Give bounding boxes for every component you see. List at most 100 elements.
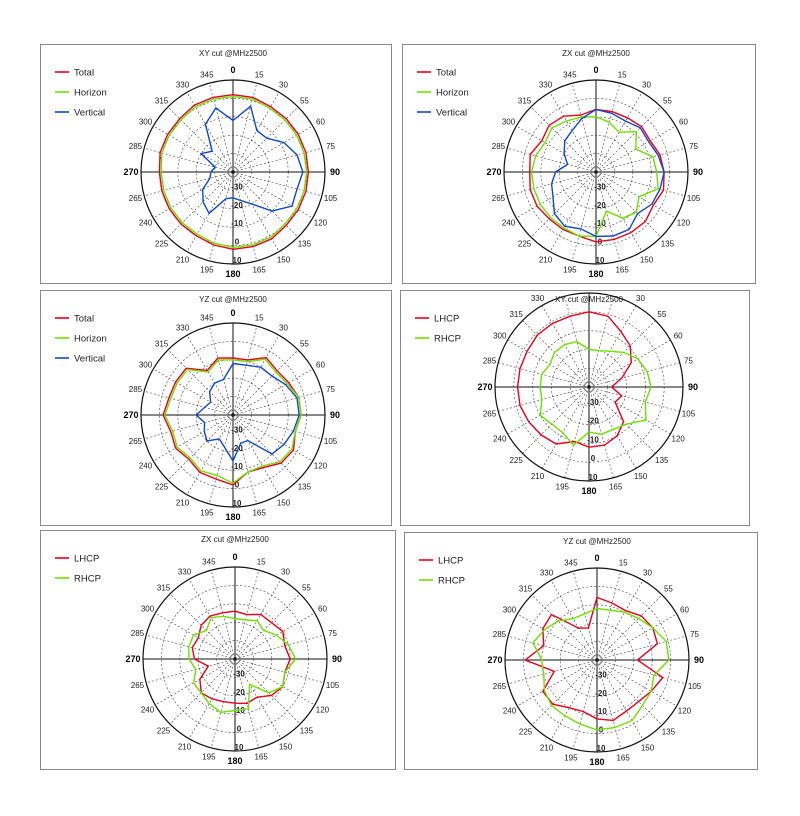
grid-spoke bbox=[596, 659, 644, 740]
angle-tick-label: 180 bbox=[225, 512, 240, 522]
angle-tick-label: 55 bbox=[664, 585, 673, 594]
grid-spoke bbox=[588, 296, 614, 388]
grid-spoke bbox=[232, 106, 299, 173]
series-line-total bbox=[529, 108, 665, 243]
angle-tick-label: 210 bbox=[540, 743, 554, 752]
ring-value-label: 10 bbox=[233, 256, 242, 265]
ring-value-label: 0 bbox=[235, 481, 240, 490]
grid-spoke bbox=[234, 658, 324, 684]
angle-tick-label: 240 bbox=[503, 707, 517, 716]
series-line-total bbox=[158, 93, 310, 251]
angle-tick-label: 240 bbox=[502, 219, 516, 228]
angle-tick-label: 180 bbox=[588, 269, 603, 279]
angle-tick-label: 210 bbox=[176, 498, 190, 507]
chart-panel-yz-cut: YZ cut @MHz2500 0 15 30 55 60 75 90 105 120 135 150… bbox=[40, 290, 392, 526]
grid-spoke bbox=[549, 171, 597, 252]
angle-tick-label: 165 bbox=[254, 753, 268, 762]
angle-tick-label: 210 bbox=[531, 472, 545, 481]
grid-spoke bbox=[232, 414, 313, 462]
legend-label: LHCP bbox=[438, 556, 463, 567]
chart-panel-xy-cut-circular: XY cut @MHz25000153055607590105120135150… bbox=[400, 290, 750, 526]
grid-spoke bbox=[146, 634, 236, 660]
grid-spoke bbox=[507, 339, 590, 388]
angle-tick-label: 60 bbox=[316, 118, 325, 127]
angle-tick-label: 315 bbox=[518, 97, 532, 106]
grid-spoke bbox=[232, 171, 313, 219]
angle-tick-label: 30 bbox=[636, 294, 645, 303]
grid-spoke bbox=[516, 171, 597, 219]
series-line-rhcp bbox=[539, 340, 652, 447]
grid-spoke bbox=[232, 414, 258, 504]
series-line-lhcp bbox=[516, 311, 633, 448]
angle-tick-label: 195 bbox=[564, 754, 578, 763]
series-line-horizon bbox=[160, 95, 308, 249]
angle-tick-label: 105 bbox=[326, 681, 340, 690]
grid-spoke bbox=[232, 125, 313, 173]
angle-tick-label: 135 bbox=[655, 456, 669, 465]
angle-tick-label: 105 bbox=[682, 410, 696, 419]
angle-tick-label: 55 bbox=[657, 310, 666, 319]
grid-spoke bbox=[232, 147, 322, 173]
grid-spoke bbox=[234, 593, 301, 660]
ring-value-label: -30 bbox=[231, 425, 243, 434]
grid-spoke bbox=[595, 83, 621, 173]
angle-tick-label: 265 bbox=[493, 682, 507, 691]
legend-label: Horizon bbox=[74, 88, 107, 99]
polar-chart-svg: ZX cut @MHz2500 0 15 30 55 60 75 90 105 120 135 150… bbox=[55, 535, 342, 766]
grid-spoke bbox=[595, 171, 643, 252]
grid-spoke bbox=[155, 612, 236, 660]
angle-tick-label: 180 bbox=[589, 757, 604, 767]
angle-tick-label: 270 bbox=[123, 410, 138, 420]
grid-spoke bbox=[232, 390, 322, 416]
angle-tick-label: 225 bbox=[519, 727, 533, 736]
grid-spoke bbox=[550, 659, 598, 740]
polar-chart-svg: XY cut @MHz2500 0 15 30 55 60 75 90 105 120 135 150… bbox=[55, 49, 340, 279]
angle-tick-label: 345 bbox=[200, 70, 214, 79]
chart-title: XY cut @MHz2500 bbox=[199, 49, 268, 58]
angle-tick-label: 120 bbox=[672, 435, 686, 444]
grid-spoke bbox=[596, 659, 677, 707]
angle-tick-label: 300 bbox=[503, 606, 517, 615]
legend-label: RHCP bbox=[438, 576, 465, 587]
angle-tick-label: 30 bbox=[281, 568, 290, 577]
grid-spoke bbox=[232, 171, 322, 197]
series-line-lhcp bbox=[523, 596, 664, 722]
angle-tick-label: 285 bbox=[131, 629, 145, 638]
grid-spoke bbox=[531, 594, 598, 661]
ring-value-label: 0 bbox=[235, 238, 240, 247]
angle-tick-label: 15 bbox=[618, 70, 627, 79]
angle-tick-label: 225 bbox=[155, 239, 169, 248]
angle-tick-label: 265 bbox=[483, 410, 497, 419]
angle-tick-label: 55 bbox=[300, 340, 309, 349]
ring-value-label: -20 bbox=[231, 444, 243, 453]
angle-tick-label: 315 bbox=[157, 584, 171, 593]
grid-spoke bbox=[153, 414, 234, 462]
grid-spoke bbox=[588, 305, 637, 388]
grid-spoke bbox=[531, 659, 598, 726]
angle-tick-label: 75 bbox=[689, 142, 698, 151]
grid-spoke bbox=[549, 92, 597, 173]
grid-spoke bbox=[153, 125, 234, 173]
series-line-rhcp bbox=[188, 615, 297, 714]
grid-spoke bbox=[232, 171, 299, 238]
angle-tick-label: 265 bbox=[492, 194, 506, 203]
grid-spoke bbox=[232, 326, 258, 416]
grid-spoke bbox=[588, 386, 680, 412]
angle-tick-label: 60 bbox=[674, 332, 683, 341]
angle-tick-label: 285 bbox=[129, 142, 143, 151]
angle-tick-label: 315 bbox=[155, 97, 169, 106]
grid-spoke bbox=[188, 579, 236, 660]
legend-label: Vertical bbox=[74, 108, 105, 119]
ring-value-label: -30 bbox=[595, 670, 607, 679]
angle-tick-label: 345 bbox=[563, 70, 577, 79]
angle-tick-label: 150 bbox=[277, 498, 291, 507]
angle-tick-label: 165 bbox=[609, 482, 623, 491]
grid-spoke bbox=[232, 414, 299, 481]
grid-spoke bbox=[530, 171, 597, 238]
grid-spoke bbox=[232, 335, 280, 416]
grid-spoke bbox=[232, 349, 299, 416]
chart-panel-xy-cut: XY cut @MHz2500 0 15 30 55 60 75 90 105 120 135 150… bbox=[40, 44, 392, 284]
polar-chart-svg: YZ cut @MHz2500 0 15 30 55 60 75 90 105 120 135 150… bbox=[55, 295, 340, 522]
angle-tick-label: 75 bbox=[328, 629, 337, 638]
angle-tick-label: 345 bbox=[564, 558, 578, 567]
